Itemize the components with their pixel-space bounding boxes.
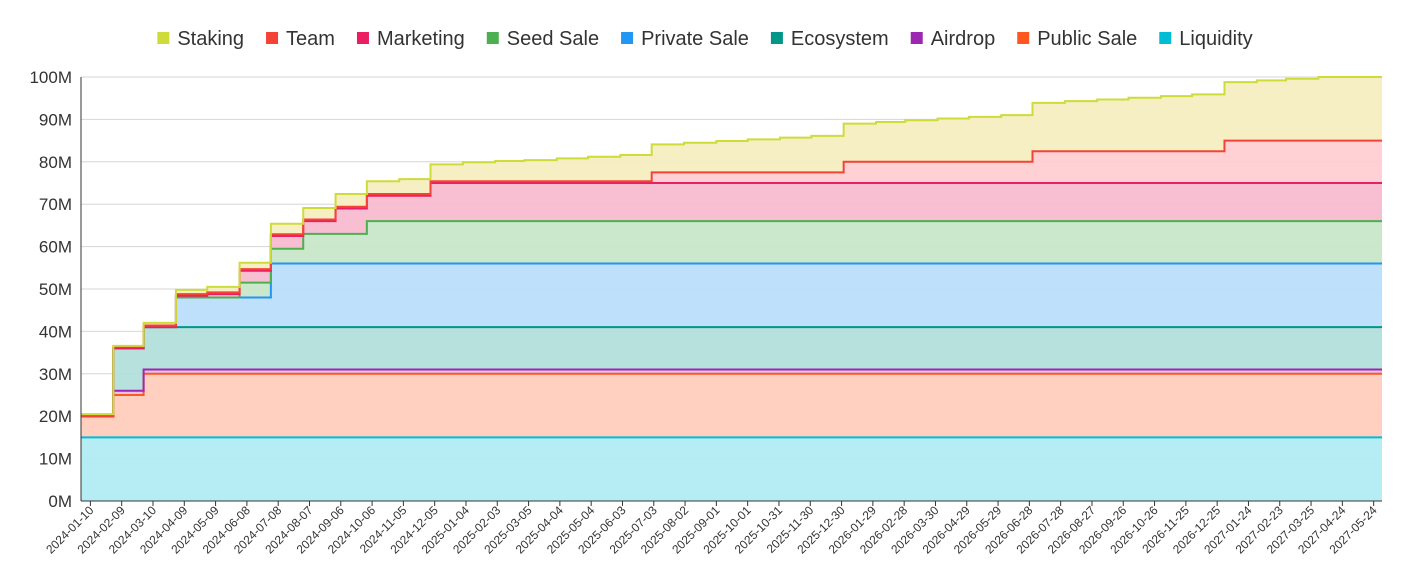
area-liquidity <box>81 437 1382 501</box>
legend-swatch <box>1159 32 1172 44</box>
area-ecosystem <box>81 327 1382 417</box>
legend-item-private-sale[interactable]: Private Sale <box>621 28 749 50</box>
series-lines <box>81 76 1382 439</box>
y-tick-label: 60M <box>39 238 72 257</box>
area-team <box>81 140 1382 417</box>
y-tick-label: 40M <box>39 322 72 341</box>
area-public-sale <box>81 373 1382 438</box>
y-axis-ticks: 0M 10M 20M 30M 40M 50M 60M 70M 80M 90M 100M <box>29 68 72 511</box>
legend-label: Private Sale <box>641 28 749 50</box>
series-areas <box>81 77 1382 501</box>
legend-label: Staking <box>177 28 244 50</box>
y-tick-label: 70M <box>39 195 72 214</box>
legend-label: Public Sale <box>1037 28 1137 50</box>
y-tick-label: 10M <box>39 450 72 469</box>
legend-swatch <box>1017 32 1030 44</box>
line-marketing <box>81 182 1382 418</box>
legend-label: Ecosystem <box>791 28 889 50</box>
legend-item-marketing[interactable]: Marketing <box>356 28 465 50</box>
legend-swatch <box>486 32 499 44</box>
legend-item-liquidity[interactable]: Liquidity <box>1159 28 1253 50</box>
legend-label: Marketing <box>377 28 465 50</box>
legend-swatch <box>910 32 923 44</box>
area-marketing <box>81 183 1382 417</box>
legend-label: Liquidity <box>1179 28 1252 50</box>
x-axis-ticks: 2024-01-102024-02-092024-03-102024-04-09… <box>43 501 1380 557</box>
line-ecosystem <box>81 326 1382 418</box>
legend-swatch <box>266 32 279 44</box>
y-tick-label: 80M <box>39 153 72 172</box>
legend-swatch <box>621 32 634 44</box>
area-staking <box>81 77 1382 417</box>
y-tick-label: 100M <box>29 68 72 87</box>
area-seed-sale <box>81 221 1382 417</box>
legend-item-public-sale[interactable]: Public Sale <box>1017 28 1137 50</box>
legend-label: Seed Sale <box>507 28 599 50</box>
legend-item-team[interactable]: Team <box>266 28 335 50</box>
legend-label: Team <box>286 28 335 50</box>
line-team <box>81 139 1382 418</box>
legend-swatch <box>157 32 170 44</box>
area-private-sale <box>81 263 1382 417</box>
legend-swatch <box>356 32 369 44</box>
legend-item-seed-sale[interactable]: Seed Sale <box>486 28 599 50</box>
y-tick-label: 30M <box>39 365 72 384</box>
legend-item-airdrop[interactable]: Airdrop <box>910 28 995 50</box>
line-seed-sale <box>81 220 1382 418</box>
y-tick-label: 50M <box>39 280 72 299</box>
legend-swatch <box>770 32 783 44</box>
axes <box>80 77 1382 502</box>
line-airdrop <box>81 368 1382 418</box>
legend-item-ecosystem[interactable]: Ecosystem <box>770 28 889 50</box>
y-tick-label: 0M <box>48 492 72 511</box>
y-tick-label: 20M <box>39 407 72 426</box>
legend-item-staking[interactable]: Staking <box>157 28 244 50</box>
legend: Staking Team Marketing Seed Sale Private Sal… <box>157 28 1253 50</box>
line-staking <box>81 76 1382 416</box>
line-public-sale <box>81 372 1382 418</box>
legend-label: Airdrop <box>931 28 995 50</box>
y-tick-label: 90M <box>39 110 72 129</box>
